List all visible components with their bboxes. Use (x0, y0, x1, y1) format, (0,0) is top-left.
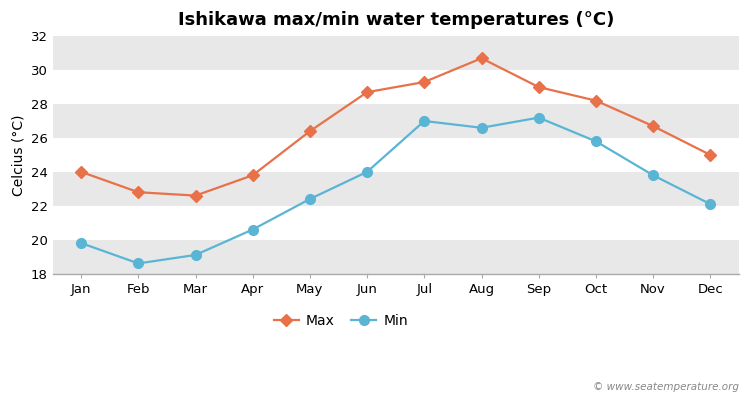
Bar (53, 206, 739, 240)
Line: Max: Max (77, 54, 715, 200)
Title: Ishikawa max/min water temperatures (°C): Ishikawa max/min water temperatures (°C) (178, 11, 614, 29)
Max (592, 98, 601, 103)
Min (420, 118, 429, 123)
Max (191, 193, 200, 198)
Min (248, 227, 257, 232)
Max (76, 170, 86, 174)
Min (706, 202, 715, 206)
Max (477, 56, 486, 61)
Min (477, 125, 486, 130)
Min (362, 170, 371, 174)
Max (420, 80, 429, 84)
Max (534, 85, 543, 90)
Max (649, 124, 658, 128)
Bar (53, 240, 739, 274)
Min (76, 241, 86, 246)
Text: © www.seatemperature.org: © www.seatemperature.org (592, 382, 739, 392)
Bar (53, 36, 739, 70)
Bar (53, 70, 739, 104)
Max (134, 190, 142, 195)
Max (706, 152, 715, 157)
Bar (53, 172, 739, 206)
Line: Min: Min (76, 113, 716, 268)
Bar (53, 138, 739, 172)
Max (305, 129, 314, 134)
Legend: Max, Min: Max, Min (268, 308, 413, 333)
Min (134, 261, 142, 266)
Max (248, 173, 257, 178)
Min (592, 139, 601, 144)
Bar (53, 104, 739, 138)
Min (649, 173, 658, 178)
Max (362, 90, 371, 94)
Min (534, 115, 543, 120)
Min (191, 252, 200, 257)
Min (305, 196, 314, 201)
Y-axis label: Celcius (°C): Celcius (°C) (11, 114, 25, 196)
